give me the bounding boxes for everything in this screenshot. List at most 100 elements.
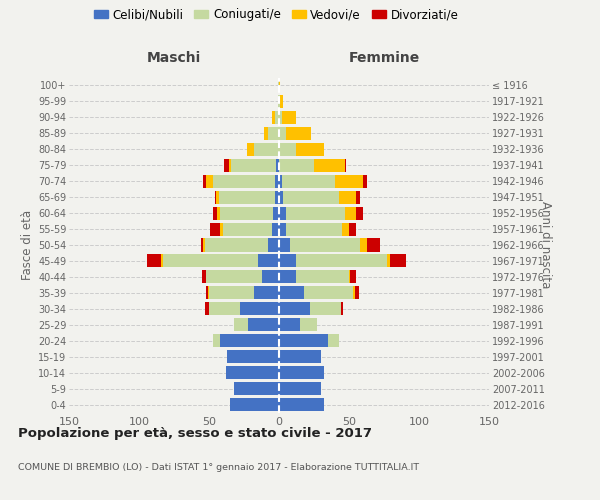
- Bar: [215, 190, 216, 203]
- Bar: [148, 254, 161, 268]
- Bar: [224, 158, 229, 172]
- Bar: [304, 286, 353, 300]
- Bar: [208, 286, 209, 300]
- Bar: [268, 238, 279, 252]
- Bar: [230, 398, 279, 411]
- Bar: [345, 158, 346, 172]
- Bar: [280, 95, 283, 108]
- Bar: [211, 222, 220, 235]
- Text: COMUNE DI BREMBIO (LO) - Dati ISTAT 1° gennaio 2017 - Elaborazione TUTTITALIA.IT: COMUNE DI BREMBIO (LO) - Dati ISTAT 1° g…: [18, 462, 419, 471]
- Bar: [389, 254, 406, 268]
- Bar: [342, 222, 349, 235]
- Bar: [247, 142, 254, 156]
- Bar: [219, 190, 275, 203]
- Bar: [282, 174, 335, 188]
- Bar: [234, 382, 279, 395]
- Bar: [300, 318, 317, 332]
- Bar: [387, 254, 389, 268]
- Bar: [220, 222, 223, 235]
- Bar: [279, 270, 296, 283]
- Bar: [314, 158, 345, 172]
- Text: Popolazione per età, sesso e stato civile - 2017: Popolazione per età, sesso e stato civil…: [18, 428, 372, 440]
- Bar: [349, 270, 350, 283]
- Bar: [232, 158, 276, 172]
- Bar: [353, 286, 355, 300]
- Bar: [363, 174, 367, 188]
- Bar: [220, 206, 274, 220]
- Bar: [367, 238, 380, 252]
- Bar: [283, 190, 339, 203]
- Bar: [206, 174, 213, 188]
- Bar: [275, 190, 279, 203]
- Bar: [279, 334, 328, 347]
- Bar: [206, 270, 262, 283]
- Bar: [279, 142, 296, 156]
- Bar: [202, 270, 206, 283]
- Bar: [279, 79, 280, 92]
- Bar: [205, 302, 209, 316]
- Bar: [213, 206, 217, 220]
- Bar: [262, 270, 279, 283]
- Legend: Celibi/Nubili, Coniugati/e, Vedovi/e, Divorziati/e: Celibi/Nubili, Coniugati/e, Vedovi/e, Di…: [91, 6, 461, 24]
- Bar: [240, 302, 279, 316]
- Bar: [254, 142, 279, 156]
- Bar: [220, 334, 279, 347]
- Bar: [200, 238, 203, 252]
- Bar: [227, 350, 279, 363]
- Bar: [279, 111, 282, 124]
- Bar: [296, 142, 324, 156]
- Bar: [360, 238, 367, 252]
- Bar: [234, 318, 248, 332]
- Bar: [279, 318, 300, 332]
- Bar: [275, 111, 279, 124]
- Bar: [279, 174, 282, 188]
- Bar: [349, 222, 356, 235]
- Bar: [203, 238, 205, 252]
- Bar: [209, 286, 254, 300]
- Text: Maschi: Maschi: [147, 50, 201, 64]
- Bar: [276, 158, 279, 172]
- Bar: [350, 270, 356, 283]
- Bar: [279, 382, 321, 395]
- Bar: [356, 190, 360, 203]
- Bar: [205, 238, 268, 252]
- Bar: [278, 95, 279, 108]
- Bar: [356, 206, 363, 220]
- Bar: [355, 286, 359, 300]
- Bar: [328, 334, 339, 347]
- Bar: [275, 174, 279, 188]
- Bar: [279, 254, 296, 268]
- Bar: [339, 190, 356, 203]
- Bar: [341, 302, 343, 316]
- Bar: [296, 270, 349, 283]
- Bar: [286, 127, 311, 140]
- Bar: [278, 79, 279, 92]
- Bar: [286, 206, 345, 220]
- Bar: [282, 111, 296, 124]
- Bar: [279, 158, 314, 172]
- Bar: [279, 95, 280, 108]
- Bar: [213, 174, 275, 188]
- Bar: [279, 222, 286, 235]
- Bar: [272, 111, 275, 124]
- Bar: [223, 222, 272, 235]
- Bar: [229, 158, 232, 172]
- Bar: [161, 254, 163, 268]
- Bar: [279, 206, 286, 220]
- Y-axis label: Anni di nascita: Anni di nascita: [539, 202, 551, 288]
- Bar: [274, 206, 279, 220]
- Bar: [279, 350, 321, 363]
- Bar: [163, 254, 258, 268]
- Bar: [290, 238, 360, 252]
- Bar: [226, 366, 279, 379]
- Bar: [217, 206, 220, 220]
- Bar: [286, 222, 342, 235]
- Bar: [213, 334, 220, 347]
- Bar: [279, 302, 310, 316]
- Bar: [216, 190, 219, 203]
- Bar: [296, 254, 387, 268]
- Bar: [279, 238, 290, 252]
- Bar: [279, 127, 286, 140]
- Bar: [206, 286, 208, 300]
- Bar: [248, 318, 279, 332]
